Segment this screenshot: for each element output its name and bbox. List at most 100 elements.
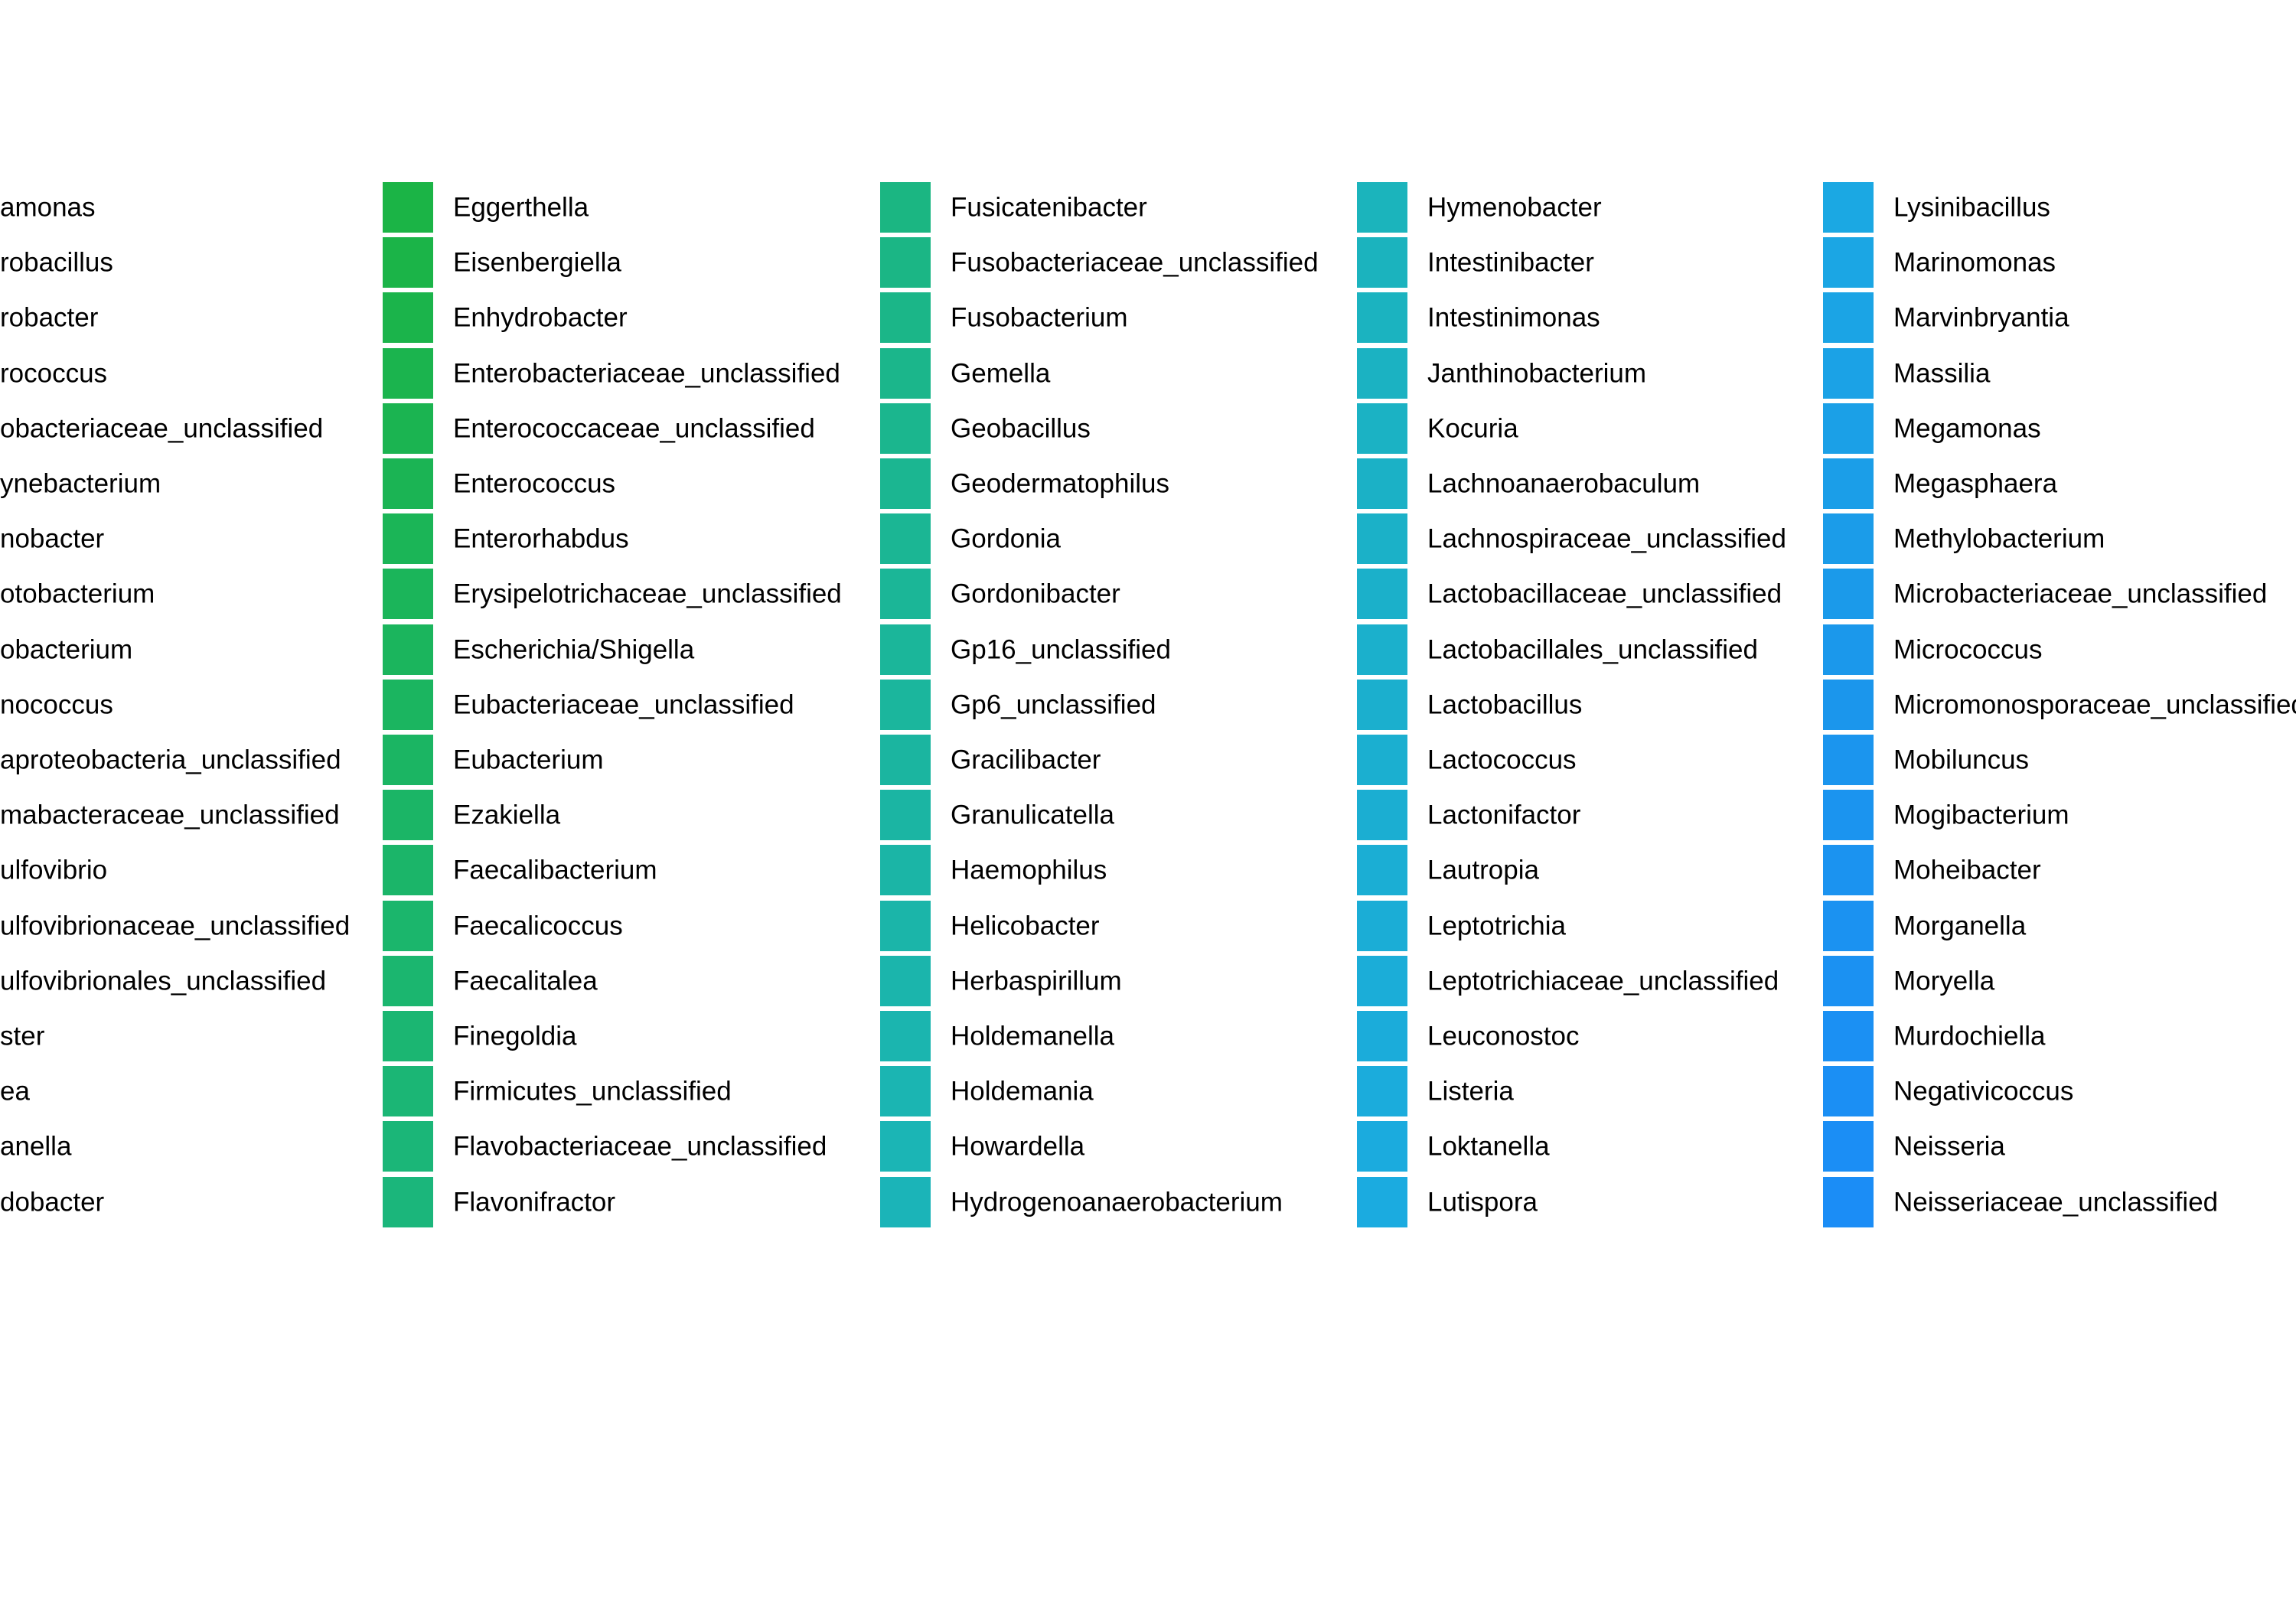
legend-label: ulfovibrio — [0, 855, 108, 885]
legend-swatch — [383, 1066, 433, 1116]
legend-swatch — [880, 956, 931, 1006]
legend-swatch — [1357, 292, 1407, 343]
legend-swatch — [1357, 680, 1407, 730]
legend-label: Neisseriaceae_unclassified — [1893, 1187, 2219, 1217]
legend-swatch — [1357, 790, 1407, 840]
legend-label: Geobacillus — [951, 413, 1091, 444]
legend-label: Fusobacterium — [951, 302, 1128, 333]
legend-swatch — [1823, 182, 1874, 233]
legend-swatch — [383, 845, 433, 895]
legend-label: Erysipelotrichaceae_unclassified — [453, 579, 842, 609]
legend-swatch — [1357, 624, 1407, 675]
legend-swatch — [1357, 956, 1407, 1006]
legend-label: otobacterium — [0, 579, 155, 609]
legend-swatch — [383, 569, 433, 619]
legend-label: Lutispora — [1427, 1187, 1538, 1217]
legend-label: Escherichia/Shigella — [453, 634, 695, 665]
legend-swatch — [1823, 1121, 1874, 1172]
legend-label: Listeria — [1427, 1076, 1514, 1107]
legend-swatch — [383, 735, 433, 785]
legend-label: Eggerthella — [453, 192, 589, 223]
legend-swatch — [880, 182, 931, 233]
legend-label: amonas — [0, 192, 96, 223]
legend-label: Massilia — [1893, 358, 1991, 389]
legend-label: anella — [0, 1131, 72, 1162]
legend-label: Fusicatenibacter — [951, 192, 1147, 223]
legend-swatch — [1823, 237, 1874, 288]
legend-label: Eubacteriaceae_unclassified — [453, 689, 794, 720]
legend-label: robacter — [0, 302, 99, 333]
legend-swatch — [383, 403, 433, 454]
legend-label: aproteobacteria_unclassified — [0, 745, 341, 775]
legend-swatch — [880, 901, 931, 951]
legend-label: Enterococcus — [453, 468, 616, 499]
legend-label: Moryella — [1893, 966, 1995, 996]
legend-label: Helicobacter — [951, 911, 1100, 941]
legend-label: Firmicutes_unclassified — [453, 1076, 732, 1107]
legend-label: nobacter — [0, 523, 105, 554]
legend-swatch — [1357, 569, 1407, 619]
legend-swatch — [880, 1121, 931, 1172]
legend-label: Enterobacteriaceae_unclassified — [453, 358, 840, 389]
legend-swatch — [383, 182, 433, 233]
legend-label: Lactonifactor — [1427, 800, 1581, 830]
legend-label: Hydrogenoanaerobacterium — [951, 1187, 1283, 1217]
legend-label: Faecalicoccus — [453, 911, 623, 941]
legend-label: dobacter — [0, 1187, 105, 1217]
legend-swatch — [880, 790, 931, 840]
legend-swatch — [880, 680, 931, 730]
legend-label: Leuconostoc — [1427, 1021, 1580, 1051]
legend-label: Megamonas — [1893, 413, 2041, 444]
legend-label: ulfovibrionaceae_unclassified — [0, 911, 351, 941]
legend-swatch — [383, 458, 433, 509]
legend-label: Methylobacterium — [1893, 523, 2105, 554]
legend-swatch — [1357, 1121, 1407, 1172]
legend-swatch — [1823, 458, 1874, 509]
legend-label: obacterium — [0, 634, 133, 665]
legend-label: Howardella — [951, 1131, 1085, 1162]
legend-swatch — [1823, 845, 1874, 895]
legend-swatch — [383, 237, 433, 288]
legend-label: Lysinibacillus — [1893, 192, 2050, 223]
legend-label: Eubacterium — [453, 745, 604, 775]
legend-label: Lachnospiraceae_unclassified — [1427, 523, 1786, 554]
legend-label: Microbacteriaceae_unclassified — [1893, 579, 2268, 609]
legend-swatch — [383, 680, 433, 730]
legend-label: Hymenobacter — [1427, 192, 1602, 223]
legend-label: Lachnoanaerobaculum — [1427, 468, 1701, 499]
legend-label: Intestinimonas — [1427, 302, 1600, 333]
legend-label: Enterorhabdus — [453, 523, 629, 554]
legend-swatch — [1823, 348, 1874, 399]
legend-swatch — [880, 237, 931, 288]
legend-swatch — [383, 348, 433, 399]
legend-label: Micrococcus — [1893, 634, 2043, 665]
legend-swatch — [880, 1066, 931, 1116]
legend-label: Lactobacillaceae_unclassified — [1427, 579, 1782, 609]
legend-label: Gracilibacter — [951, 745, 1101, 775]
legend-label: obacteriaceae_unclassified — [0, 413, 324, 444]
legend-label: Finegoldia — [453, 1021, 577, 1051]
legend-label: Negativicoccus — [1893, 1076, 2074, 1107]
legend-label: Granulicatella — [951, 800, 1114, 830]
legend-label: Lautropia — [1427, 855, 1539, 885]
legend-label: mabacteraceae_unclassified — [0, 800, 340, 830]
legend-label: Morganella — [1893, 911, 2027, 941]
legend-swatch — [1357, 1011, 1407, 1061]
legend-label: rococcus — [0, 358, 108, 389]
legend-label: ulfovibrionales_unclassified — [0, 966, 327, 996]
legend-swatch — [383, 1121, 433, 1172]
legend-swatch — [383, 292, 433, 343]
legend-swatch — [1357, 901, 1407, 951]
legend-label: Gordonia — [951, 523, 1061, 554]
legend-swatch — [1823, 901, 1874, 951]
legend-label: Gp6_unclassified — [951, 689, 1156, 720]
legend-swatch — [1357, 1177, 1407, 1227]
legend-swatch — [1357, 403, 1407, 454]
legend-swatch — [1357, 348, 1407, 399]
legend-label: Ezakiella — [453, 800, 561, 830]
legend-label: Intestinibacter — [1427, 247, 1594, 278]
legend-swatch — [1357, 735, 1407, 785]
legend-swatch — [880, 1177, 931, 1227]
legend-label: Geodermatophilus — [951, 468, 1169, 499]
legend-swatch — [1823, 1066, 1874, 1116]
